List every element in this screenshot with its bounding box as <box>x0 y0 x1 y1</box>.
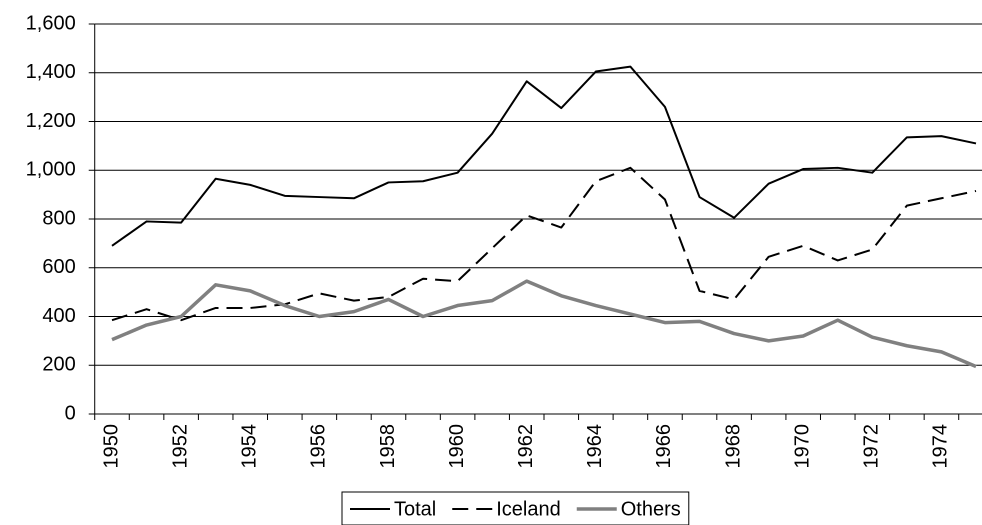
x-tick-label: 1964 <box>584 424 606 469</box>
legend-label: Total <box>394 498 436 520</box>
y-tick-label: 1,600 <box>26 12 76 34</box>
x-tick-label: 1956 <box>308 424 330 469</box>
x-tick-label: 1952 <box>169 424 191 469</box>
y-tick-label: 1,200 <box>26 110 76 132</box>
y-tick-label: 1,400 <box>26 61 76 83</box>
x-tick-label: 1968 <box>722 424 744 469</box>
series-line <box>111 65 977 247</box>
y-tick-label: 600 <box>42 256 75 278</box>
x-tick-label: 1950 <box>100 424 122 469</box>
y-tick-label: 0 <box>65 402 76 424</box>
x-tick-label: 1966 <box>653 424 675 469</box>
x-tick-label: 1972 <box>861 424 883 469</box>
x-tick-label: 1958 <box>377 424 399 469</box>
legend-box <box>341 491 690 525</box>
legend-label: Iceland <box>496 498 561 520</box>
y-tick-label: 800 <box>42 207 75 229</box>
y-tick-label: 400 <box>42 305 75 327</box>
x-tick-label: 1960 <box>446 424 468 469</box>
y-tick-label: 200 <box>42 354 75 376</box>
x-tick-label: 1954 <box>239 424 261 469</box>
legend: Total Iceland Others <box>341 491 690 525</box>
y-tick-label: 1,000 <box>26 159 76 181</box>
x-tick-label: 1962 <box>515 424 537 469</box>
series-line <box>111 166 977 322</box>
series-line <box>111 279 977 369</box>
x-tick-label: 1974 <box>930 424 952 469</box>
legend-label: Others <box>621 498 681 520</box>
x-tick-label: 1970 <box>791 424 813 469</box>
